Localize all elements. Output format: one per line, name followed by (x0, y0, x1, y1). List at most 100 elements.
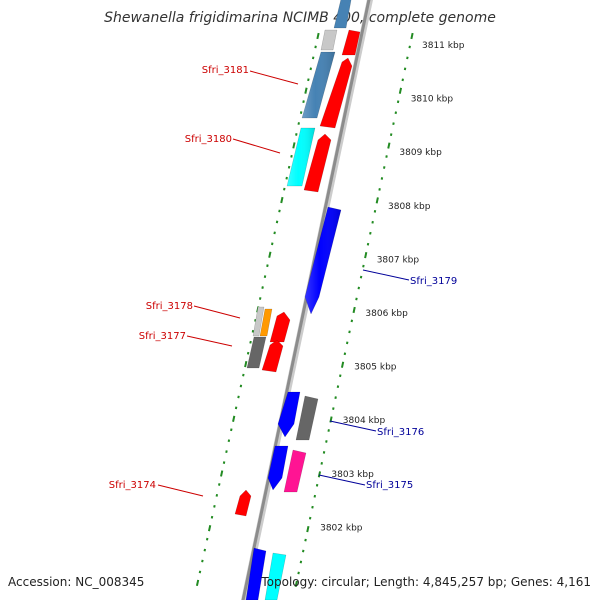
gene-label-sfri-3176[interactable]: Sfri_3176 (377, 427, 424, 438)
gene-label-sfri-3175[interactable]: Sfri_3175 (366, 480, 413, 491)
gene-feature[interactable] (261, 339, 284, 373)
major-tick (306, 525, 310, 533)
minor-tick (203, 548, 207, 552)
accession-text: Accession: NC_008345 (8, 575, 144, 589)
topology-text: Topology: circular; Length: 4,845,257 bp… (260, 575, 591, 589)
kbp-tick-label: 3809 kbp (399, 148, 442, 158)
minor-tick (309, 67, 313, 71)
gene-feature[interactable] (264, 552, 287, 600)
kbp-tick-label: 3803 kbp (331, 470, 374, 480)
gene-label-sfri-3179[interactable]: Sfri_3179 (410, 276, 457, 287)
major-tick (317, 471, 322, 478)
minor-tick (287, 165, 291, 169)
major-tick (375, 197, 379, 204)
gene-feature[interactable] (269, 311, 291, 343)
gene-feature[interactable] (252, 306, 265, 337)
major-tick (232, 415, 236, 422)
minor-tick (201, 559, 204, 563)
gene-features (234, 0, 361, 600)
gene-feature[interactable] (341, 29, 361, 56)
gene-label-sfri-3174[interactable]: Sfri_3174 (109, 480, 156, 491)
gene-feature[interactable] (320, 29, 338, 51)
minor-tick (210, 515, 214, 519)
minor-tick (215, 494, 219, 497)
major-tick (364, 252, 368, 259)
kbp-tick-label: 3810 kbp (411, 95, 454, 105)
kbp-tick-label: 3807 kbp (377, 255, 420, 265)
minor-tick (239, 384, 243, 388)
minor-tick (283, 187, 286, 191)
gene-feature[interactable] (319, 57, 353, 129)
gene-label-sfri-3177[interactable]: Sfri_3177 (139, 331, 186, 342)
major-tick (352, 306, 356, 314)
minor-tick (311, 56, 315, 60)
map-title: Shewanella frigidimarina NCIMB 400, comp… (104, 10, 496, 26)
gene-feature[interactable] (246, 336, 267, 369)
minor-tick (222, 461, 226, 464)
minor-tick (270, 242, 274, 246)
kbp-ruler: 3811 kbp 3810 kbp 3809 kbp 3808 kbp 3807 kbp… (320, 41, 465, 533)
major-tick (304, 87, 308, 94)
gene-feature[interactable] (259, 308, 273, 337)
minor-tick (278, 209, 281, 213)
kbp-tick-label: 3802 kbp (320, 523, 363, 533)
major-tick (268, 251, 272, 258)
major-tick (292, 142, 296, 149)
minor-tick (230, 428, 233, 432)
minor-tick (263, 275, 267, 279)
gene-feature[interactable] (245, 547, 267, 600)
minor-tick (218, 483, 221, 486)
minor-tick (295, 133, 298, 136)
kbp-tick-label: 3805 kbp (354, 363, 397, 373)
kbp-tick-label: 3811 kbp (422, 41, 465, 51)
minor-tick (275, 220, 279, 224)
kbp-tick-label: 3804 kbp (343, 416, 386, 426)
kbp-tick-label: 3806 kbp (365, 309, 408, 319)
gene-feature-sfri-3175[interactable] (283, 449, 307, 493)
major-tick (244, 360, 248, 368)
minor-tick (261, 286, 264, 289)
minor-tick (314, 45, 317, 49)
gene-labels: Sfri_3181 Sfri_3180 Sfri_3179 Sfri_3178 … (109, 65, 457, 491)
minor-tick (307, 78, 310, 82)
minor-tick (254, 318, 257, 322)
major-tick (280, 196, 284, 204)
minor-tick (258, 297, 262, 300)
major-tick (195, 579, 200, 587)
major-tick (387, 142, 391, 149)
gene-feature-sfri-3176[interactable] (295, 395, 319, 441)
minor-tick (297, 122, 300, 125)
major-tick (207, 525, 212, 532)
gene-feature[interactable] (267, 445, 289, 491)
gene-feature-sfri-3174[interactable] (234, 489, 252, 517)
minor-tick (299, 111, 303, 114)
gene-feature[interactable] (277, 391, 301, 438)
gene-shading (287, 52, 341, 314)
minor-tick (251, 329, 255, 333)
major-tick (410, 32, 414, 40)
gene-feature[interactable] (333, 0, 352, 29)
minor-tick (302, 100, 305, 104)
minor-tick (273, 231, 276, 235)
major-tick (398, 87, 403, 94)
minor-tick (213, 504, 216, 508)
minor-tick (285, 176, 288, 180)
minor-tick (290, 154, 293, 158)
minor-tick (266, 264, 269, 268)
gene-feature[interactable] (303, 133, 332, 193)
major-tick (340, 361, 345, 368)
minor-tick (246, 351, 250, 355)
major-tick (220, 470, 224, 477)
minor-tick (234, 406, 238, 410)
gene-label-sfri-3180[interactable]: Sfri_3180 (185, 134, 232, 145)
gene-label-sfri-3181[interactable]: Sfri_3181 (202, 65, 249, 76)
minor-tick (242, 373, 245, 377)
minor-tick (198, 570, 202, 574)
label-leaders (157, 70, 410, 497)
major-tick (294, 580, 298, 588)
minor-tick (225, 450, 228, 454)
gene-label-sfri-3178[interactable]: Sfri_3178 (146, 301, 193, 312)
minor-tick (237, 395, 240, 399)
inner-tick-track (195, 32, 320, 587)
